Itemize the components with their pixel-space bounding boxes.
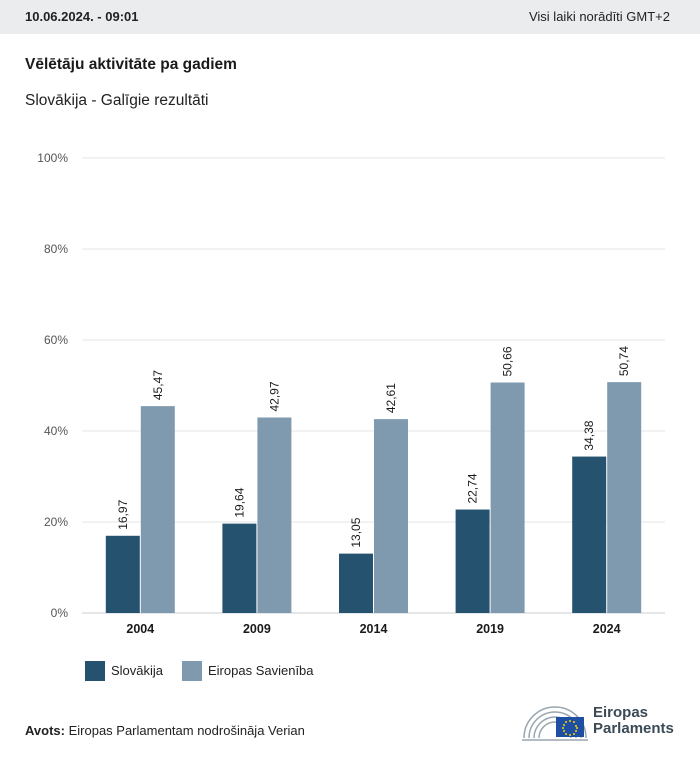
legend-label-slovakia: Slovākija <box>111 663 164 678</box>
parliament-hemicycle-icon <box>522 706 588 741</box>
data-label: 45,47 <box>151 370 165 400</box>
data-label: 34,38 <box>582 420 596 450</box>
x-tick-label: 2004 <box>126 622 154 636</box>
data-label: 42,97 <box>267 381 281 411</box>
update-timestamp: 10.06.2024. - 09:01 <box>25 9 139 24</box>
legend-swatch-eu <box>182 661 202 681</box>
y-tick-label: 60% <box>44 333 68 347</box>
data-label: 42,61 <box>384 383 398 413</box>
header-bar: 10.06.2024. - 09:01 Visi laiki norādīti … <box>0 0 700 34</box>
bar-slovakia-2014 <box>339 553 373 613</box>
x-tick-label: 2019 <box>476 622 504 636</box>
y-tick-label: 100% <box>37 151 68 165</box>
logo-text: Eiropas Parlaments <box>593 705 674 737</box>
logo-line-2: Parlaments <box>593 720 674 737</box>
bar-eu-2004 <box>140 406 175 613</box>
source-label: Avots: <box>25 723 65 738</box>
data-label: 13,05 <box>349 517 363 547</box>
bar-eu-2019 <box>490 382 525 613</box>
data-label: 50,66 <box>501 346 515 376</box>
data-label: 22,74 <box>466 473 480 503</box>
bar-eu-2009 <box>257 417 292 613</box>
y-tick-label: 40% <box>44 424 68 438</box>
logo-line-1: Eiropas <box>593 704 649 721</box>
y-tick-label: 0% <box>51 606 69 620</box>
data-label: 50,74 <box>617 346 631 376</box>
legend-swatch-slovakia <box>85 661 105 681</box>
y-tick-label: 20% <box>44 515 68 529</box>
data-label: 19,64 <box>232 487 246 517</box>
bar-slovakia-2009 <box>222 523 257 613</box>
bar-slovakia-2019 <box>455 509 490 613</box>
x-tick-label: 2009 <box>243 622 271 636</box>
data-label: 16,97 <box>116 499 130 529</box>
bar-eu-2014 <box>374 419 408 613</box>
x-tick-label: 2014 <box>360 622 388 636</box>
legend-label-eu: Eiropas Savienība <box>208 663 314 678</box>
chart-title: Vēlētāju aktivitāte pa gadiem <box>25 56 237 73</box>
bar-slovakia-2004 <box>105 535 140 613</box>
timezone-note: Visi laiki norādīti GMT+2 <box>528 9 670 24</box>
turnout-bar-chart: 0% 20% 40% 60% 80% 100% 16,97 45,47 2004 19,64 42,… <box>37 151 665 636</box>
source-note: Avots: Eiropas Parlamentam nodrošināja V… <box>25 723 305 738</box>
bar-eu-2024 <box>607 382 642 613</box>
y-tick-label: 80% <box>44 242 68 256</box>
x-tick-label: 2024 <box>593 622 621 636</box>
source-text: Eiropas Parlamentam nodrošināja Verian <box>68 723 305 738</box>
european-parliament-logo: Eiropas Parlaments <box>520 700 690 744</box>
bar-slovakia-2024 <box>572 456 607 613</box>
chart-subtitle: Slovākija - Galīgie rezultāti <box>25 92 209 109</box>
